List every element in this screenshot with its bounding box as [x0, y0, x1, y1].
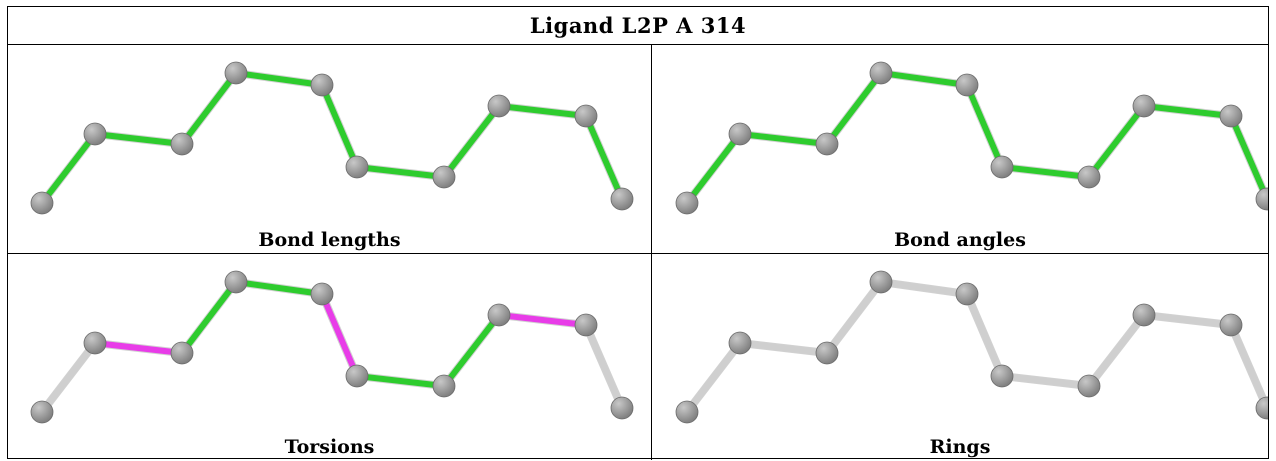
bond-gray: [1228, 322, 1268, 411]
molecule-view-bond-lengths: [30, 61, 634, 215]
atom: [990, 364, 1014, 388]
atom: [610, 187, 634, 211]
atom: [955, 282, 979, 306]
bond-gray: [878, 279, 970, 297]
bond-magenta: [496, 312, 589, 328]
bond-green: [441, 312, 502, 389]
atom: [728, 122, 752, 146]
bond-gray: [964, 291, 1005, 379]
atom: [815, 132, 839, 156]
bond-gray: [583, 322, 625, 411]
atom: [487, 94, 511, 118]
molecule-view-torsions: [30, 270, 634, 424]
atom: [675, 400, 699, 424]
bond-green: [1141, 103, 1234, 119]
atom: [1077, 374, 1101, 398]
atom: [224, 61, 248, 85]
panel-torsions: Torsions: [8, 254, 651, 460]
bond-gray: [39, 340, 98, 415]
bond-green: [737, 131, 830, 147]
bond-green: [179, 70, 239, 147]
atom: [815, 341, 839, 365]
molecule-view-rings: [675, 270, 1268, 424]
atom: [432, 165, 456, 189]
panel-bond-angles: Bond angles: [652, 45, 1268, 253]
atom: [869, 61, 893, 85]
atom: [990, 155, 1014, 179]
bond-gray: [684, 340, 743, 415]
atom: [345, 364, 369, 388]
bond-green: [684, 131, 743, 206]
bond-green: [354, 164, 447, 180]
bond-green: [964, 82, 1005, 170]
bond-gray: [824, 279, 884, 356]
atom: [345, 155, 369, 179]
atom: [728, 331, 752, 355]
bond-magenta: [319, 291, 360, 379]
bond-green: [179, 279, 239, 356]
panel-caption-bond-angles: Bond angles: [894, 229, 1026, 251]
atom: [675, 191, 699, 215]
atom: [1132, 94, 1156, 118]
atom: [83, 331, 107, 355]
atom: [1255, 187, 1268, 211]
bond-green: [1086, 103, 1147, 180]
bond-green: [999, 164, 1092, 180]
bond-gray: [1141, 312, 1234, 328]
bond-magenta: [92, 340, 185, 356]
bond-green: [319, 82, 360, 170]
panel-bond-lengths: Bond lengths: [8, 45, 651, 253]
atom: [487, 303, 511, 327]
panel-rings: Rings: [652, 254, 1268, 460]
bond-green: [878, 70, 970, 88]
horizontal-divider: [8, 253, 1268, 254]
atom: [432, 374, 456, 398]
atom: [574, 104, 598, 128]
bond-green: [441, 103, 502, 180]
atom: [83, 122, 107, 146]
title-row: Ligand L2P A 314: [8, 7, 1268, 45]
atom: [869, 270, 893, 294]
bond-green: [233, 279, 325, 297]
bond-green: [824, 70, 884, 147]
atom: [310, 282, 334, 306]
bond-gray: [1086, 312, 1147, 389]
atom: [955, 73, 979, 97]
atom: [1132, 303, 1156, 327]
atom: [170, 341, 194, 365]
figure-title: Ligand L2P A 314: [529, 13, 747, 38]
atom: [574, 313, 598, 337]
panel-caption-rings: Rings: [929, 436, 991, 458]
atom: [1219, 104, 1243, 128]
bond-green: [1228, 113, 1268, 202]
ligand-figure: Ligand L2P A 314 Bond lengths Bond angle…: [7, 6, 1269, 460]
atom: [610, 396, 634, 420]
bond-green: [39, 131, 98, 206]
atom: [30, 191, 54, 215]
vertical-divider: [651, 45, 652, 460]
atom: [1219, 313, 1243, 337]
bond-green: [496, 103, 589, 119]
molecule-view-bond-angles: [675, 61, 1268, 215]
panel-caption-torsions: Torsions: [284, 436, 375, 458]
atom: [1255, 396, 1268, 420]
bond-green: [354, 373, 447, 389]
bond-gray: [999, 373, 1092, 389]
atom: [1077, 165, 1101, 189]
bond-gray: [737, 340, 830, 356]
atom: [310, 73, 334, 97]
panel-caption-bond-lengths: Bond lengths: [258, 229, 401, 251]
bond-green: [92, 131, 185, 147]
bond-green: [233, 70, 325, 88]
atom: [224, 270, 248, 294]
atom: [30, 400, 54, 424]
bond-green: [583, 113, 625, 202]
atom: [170, 132, 194, 156]
